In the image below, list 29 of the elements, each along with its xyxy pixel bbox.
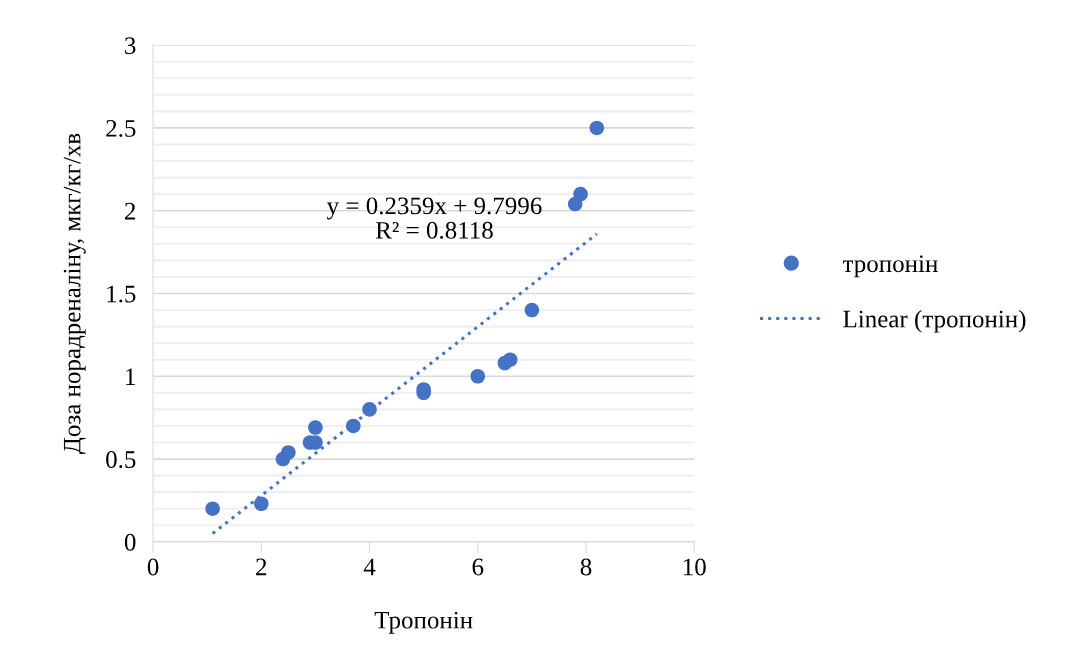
point — [205, 501, 220, 516]
y-tick-label: 0 — [124, 533, 136, 551]
y-tick-label: 2.5 — [106, 120, 136, 137]
point — [589, 120, 605, 136]
y-tick-label: 2 — [125, 202, 136, 220]
point — [502, 352, 518, 367]
x-tick-label: 4 — [363, 558, 376, 576]
x-axis-title: Тропонін — [374, 611, 473, 634]
y-tick-label: 3 — [125, 37, 136, 55]
x-tick-label: 0 — [147, 558, 159, 576]
x-tick-label: 2 — [256, 558, 267, 576]
y-axis-title: Доза норадреналіну, мкг/кг/хв — [63, 133, 86, 455]
point — [346, 418, 361, 434]
y-tick-label: 0.5 — [106, 451, 136, 469]
legend-label: тропонін — [842, 255, 938, 278]
point — [524, 302, 540, 318]
annotation: y = 0.2359x + 9.7996 R² = 0.8118 — [326, 197, 542, 239]
x-tick-label: 10 — [683, 558, 706, 576]
x-tick-label: 8 — [580, 558, 592, 576]
point — [470, 368, 486, 384]
point — [362, 402, 377, 417]
point — [573, 186, 588, 202]
x-tick-label: 6 — [472, 558, 484, 576]
y-tick-label: 1 — [126, 368, 135, 385]
legend-label: Linear (тропонін) — [843, 309, 1026, 333]
point — [254, 496, 269, 512]
point — [308, 420, 323, 435]
point — [281, 445, 296, 460]
y-tick-label: 1.5 — [107, 285, 136, 303]
